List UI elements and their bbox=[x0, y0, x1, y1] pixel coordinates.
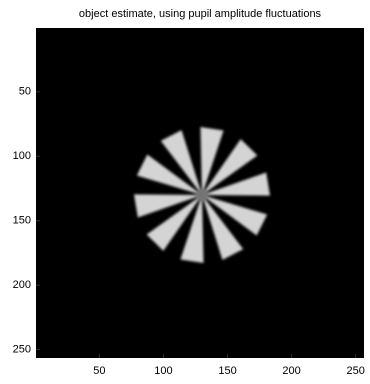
y-tick-label: 250 bbox=[13, 344, 31, 356]
y-tick-label: 50 bbox=[19, 86, 31, 98]
x-tick-label: 200 bbox=[282, 365, 300, 377]
y-tick-label: 150 bbox=[13, 215, 31, 227]
page: object estimate, using pupil amplitude f… bbox=[0, 0, 370, 384]
y-tick-label: 100 bbox=[13, 150, 31, 162]
x-tick-label: 50 bbox=[93, 365, 105, 377]
image-area bbox=[36, 28, 364, 358]
x-tick-label: 150 bbox=[218, 365, 236, 377]
chart-title: object estimate, using pupil amplitude f… bbox=[79, 8, 322, 20]
x-tick-label: 250 bbox=[346, 365, 364, 377]
y-tick-label: 200 bbox=[13, 279, 31, 291]
chart: object estimate, using pupil amplitude f… bbox=[0, 0, 370, 384]
x-tick-label: 100 bbox=[154, 365, 172, 377]
